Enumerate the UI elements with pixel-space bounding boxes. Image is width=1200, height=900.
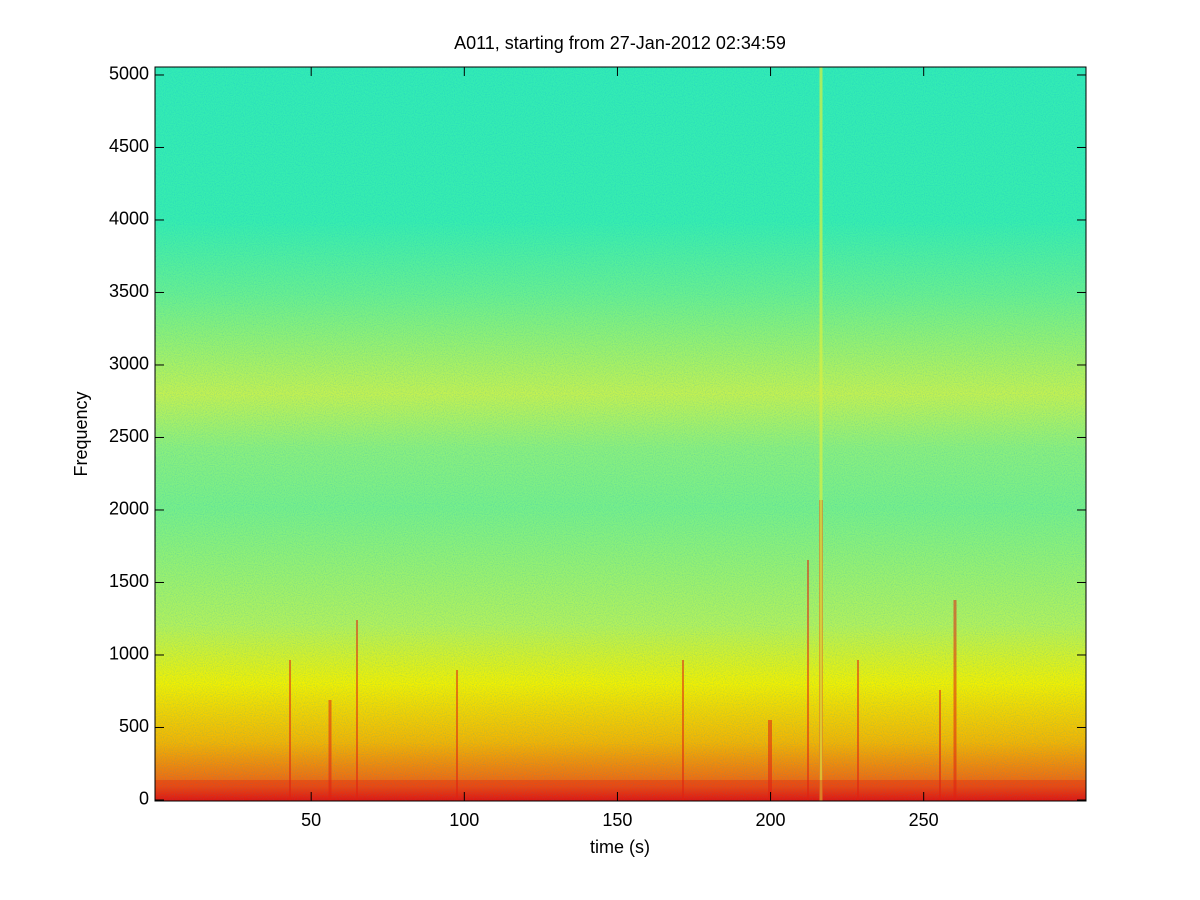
- x-tick-label: 150: [602, 810, 632, 830]
- x-axis-label: time (s): [590, 837, 650, 857]
- y-tick-label: 1000: [109, 644, 149, 664]
- x-tick-label: 200: [756, 810, 786, 830]
- y-tick-label: 3000: [109, 354, 149, 374]
- y-tick-label: 2000: [109, 499, 149, 519]
- y-axis-label: Frequency: [71, 391, 91, 476]
- axes-box: [154, 66, 1087, 802]
- chart-title: A011, starting from 27-Jan-2012 02:34:59: [454, 33, 786, 53]
- y-tick-label: 0: [139, 789, 149, 809]
- y-tick-label: 1500: [109, 571, 149, 591]
- x-tick-label: 250: [909, 810, 939, 830]
- y-tick-label: 5000: [109, 64, 149, 84]
- x-tick-label: 50: [301, 810, 321, 830]
- y-tick-label: 4500: [109, 136, 149, 156]
- y-tick-label: 3500: [109, 281, 149, 301]
- y-tick-label: 2500: [109, 426, 149, 446]
- x-tick-label: 100: [449, 810, 479, 830]
- y-tick-label: 4000: [109, 209, 149, 229]
- y-tick-label: 500: [119, 716, 149, 736]
- spectrogram-image: [155, 67, 1086, 801]
